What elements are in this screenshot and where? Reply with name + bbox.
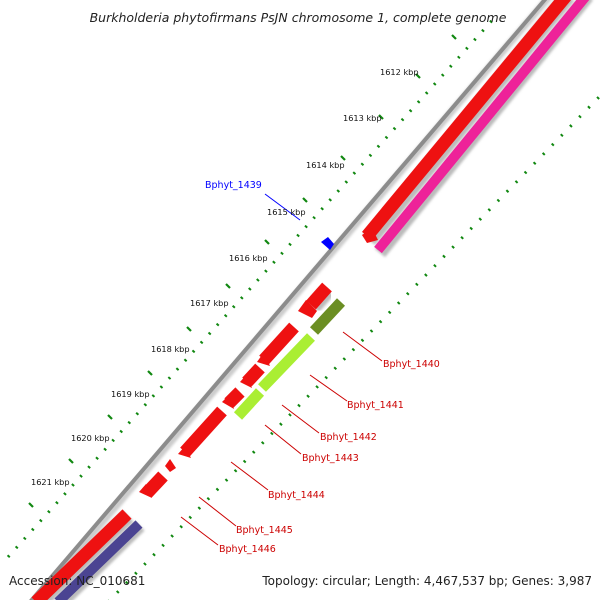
- scale-label: 1619 kbp: [111, 389, 150, 399]
- gene-callouts: [180, 193, 383, 546]
- cds-arrowhead-top: [362, 228, 378, 243]
- scale-label: 1620 kbp: [71, 433, 110, 443]
- genome-summary-text: Topology: circular; Length: 4,467,537 bp…: [262, 574, 592, 588]
- scale-label: 1616 kbp: [229, 253, 268, 263]
- scale-label: 1613 kbp: [343, 113, 382, 123]
- scale-label: 1617 kbp: [190, 298, 229, 308]
- scale-ring-outer: [107, 94, 600, 600]
- scale-labels: 1612 kbp 1613 kbp 1614 kbp 1615 kbp 1616…: [31, 67, 419, 487]
- gene-label-bphyt-1444[interactable]: Bphyt_1444: [268, 490, 325, 501]
- accession-text: Accession: NC_010681: [9, 574, 146, 588]
- scale-label: 1618 kbp: [151, 344, 190, 354]
- scale-label: 1612 kbp: [380, 67, 419, 77]
- cds-blocks: [31, 282, 334, 600]
- gene-marker-bphyt-1439[interactable]: [321, 237, 334, 250]
- scale-label: 1621 kbp: [31, 477, 70, 487]
- scale-ring-inner: [6, 13, 499, 559]
- gene-label-bphyt-1440[interactable]: Bphyt_1440: [383, 359, 440, 370]
- gene-label-bphyt-1441[interactable]: Bphyt_1441: [347, 400, 404, 411]
- cds-band-top: [361, 0, 572, 241]
- magenta-band-top: [374, 0, 590, 254]
- scale-label: 1614 kbp: [306, 160, 345, 170]
- cog-bands: [54, 298, 346, 600]
- gene-labels: Bphyt_1439 Bphyt_1440 Bphyt_1441 Bphyt_1…: [205, 180, 440, 555]
- gene-label-bphyt-1445[interactable]: Bphyt_1445: [236, 525, 293, 536]
- gene-label-bphyt-1443[interactable]: Bphyt_1443: [302, 453, 359, 464]
- gene-label-bphyt-1446[interactable]: Bphyt_1446: [219, 544, 276, 555]
- scale-ticks: [28, 34, 457, 508]
- scale-label: 1615 kbp: [267, 207, 306, 217]
- gene-label-bphyt-1439[interactable]: Bphyt_1439: [205, 180, 262, 191]
- gene-label-bphyt-1442[interactable]: Bphyt_1442: [320, 432, 377, 443]
- map-title: Burkholderia phytofirmans PsJN chromosom…: [90, 10, 507, 25]
- backbone: [29, 0, 548, 600]
- cds-small: [165, 459, 176, 472]
